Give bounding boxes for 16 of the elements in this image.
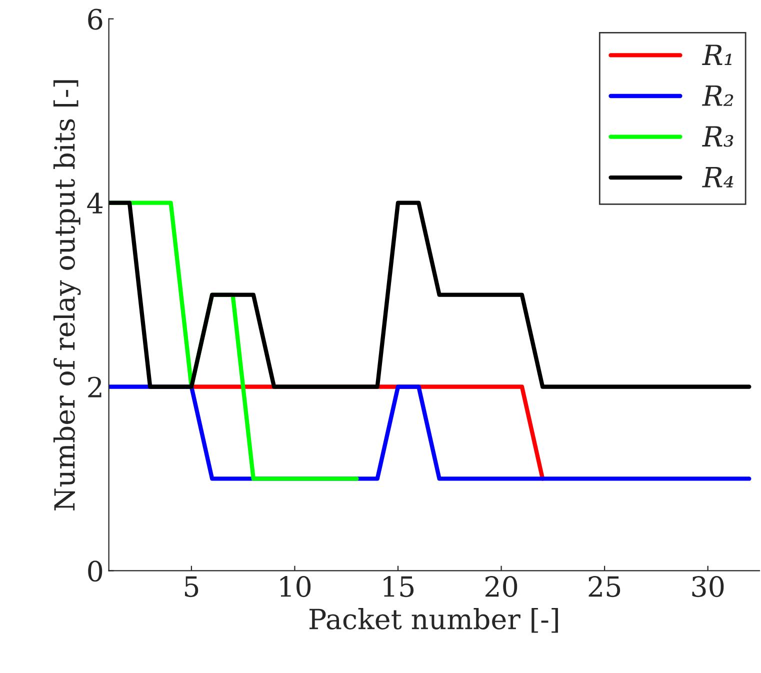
y-axis-title: Number of relay output bits [-]	[53, 80, 81, 510]
y-tick-label: 0	[88, 560, 102, 582]
legend-label: R₃	[702, 126, 734, 147]
x-tick-label: 20	[485, 576, 518, 598]
legend-label: R₁	[702, 44, 732, 66]
x-tick-label: 30	[692, 576, 724, 598]
x-axis-title: Packet number [-]	[310, 608, 558, 633]
x-tick-label: 15	[384, 576, 414, 598]
y-tick-label: 4	[87, 192, 103, 214]
x-tick-label: 10	[280, 576, 311, 598]
legend-label: R₂	[702, 85, 734, 106]
legend-label: R₄	[702, 167, 734, 188]
y-tick-label: 6	[88, 8, 102, 30]
y-tick-label: 2	[88, 376, 102, 398]
x-tick-label: 5	[184, 576, 198, 598]
x-tick-label: 25	[588, 576, 620, 598]
